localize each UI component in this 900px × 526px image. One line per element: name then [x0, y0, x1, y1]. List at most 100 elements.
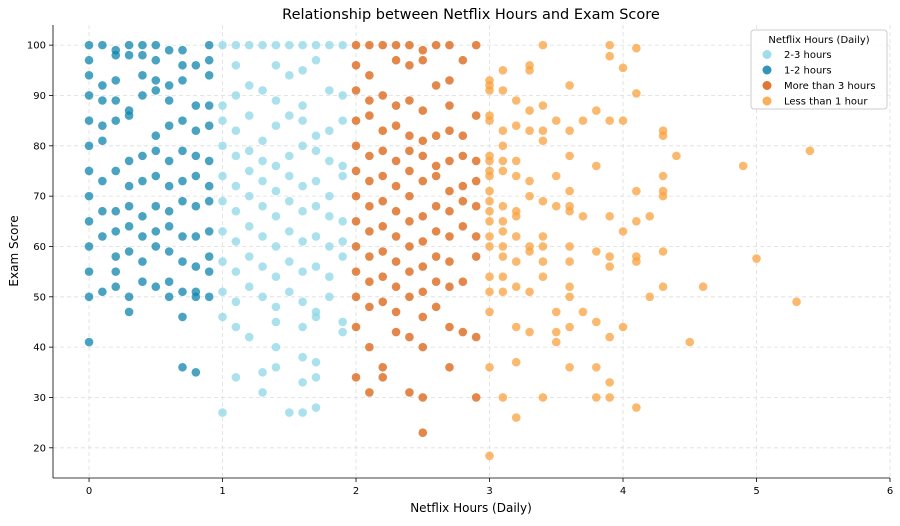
- data-point: [311, 403, 321, 412]
- data-point: [605, 252, 614, 261]
- legend-label: 2-3 hours: [784, 50, 832, 61]
- data-point: [525, 66, 534, 75]
- data-point: [244, 191, 254, 201]
- data-point: [218, 287, 227, 297]
- data-point: [164, 292, 174, 302]
- data-point: [284, 40, 294, 50]
- data-point: [485, 242, 494, 251]
- data-point: [84, 141, 94, 151]
- data-point: [405, 40, 414, 50]
- data-point: [738, 161, 748, 171]
- data-point: [485, 217, 494, 226]
- data-point: [538, 393, 548, 402]
- data-point: [458, 222, 468, 231]
- data-point: [365, 388, 374, 397]
- data-point: [298, 297, 307, 307]
- data-point: [151, 171, 161, 181]
- data-point: [98, 121, 107, 130]
- data-point: [405, 267, 414, 276]
- data-point: [151, 242, 161, 251]
- data-point: [204, 292, 214, 302]
- x-axis-label: Netflix Hours (Daily): [410, 501, 532, 515]
- data-point: [258, 232, 267, 241]
- data-point: [191, 292, 201, 302]
- data-point: [445, 186, 454, 196]
- data-point: [365, 201, 374, 211]
- data-point: [418, 55, 428, 65]
- data-point: [84, 292, 94, 302]
- data-point: [378, 91, 388, 100]
- legend-box: [750, 29, 888, 110]
- data-point: [244, 40, 254, 50]
- data-point: [391, 55, 401, 65]
- data-point: [338, 171, 347, 181]
- data-point: [284, 171, 294, 181]
- data-point: [178, 76, 187, 85]
- data-point: [124, 222, 134, 231]
- data-point: [658, 186, 668, 196]
- data-point: [511, 322, 521, 332]
- data-point: [618, 116, 628, 125]
- data-point: [218, 40, 227, 50]
- y-tick-label: 70: [33, 192, 46, 203]
- data-point: [511, 232, 521, 241]
- data-point: [471, 252, 481, 261]
- y-tick-label: 50: [33, 292, 46, 303]
- data-point: [378, 247, 388, 256]
- data-point: [658, 171, 668, 181]
- data-point: [391, 232, 401, 241]
- data-point: [538, 242, 548, 251]
- data-point: [325, 40, 334, 50]
- data-point: [698, 282, 708, 292]
- data-point: [632, 217, 641, 226]
- data-point: [792, 297, 801, 307]
- data-point: [271, 342, 281, 352]
- data-point: [284, 71, 294, 80]
- data-point: [311, 312, 321, 322]
- data-point: [231, 297, 241, 307]
- data-point: [271, 121, 281, 130]
- data-point: [685, 337, 695, 347]
- data-point: [204, 121, 214, 130]
- data-point: [178, 232, 187, 241]
- data-point: [351, 86, 361, 95]
- data-point: [138, 71, 147, 80]
- data-point: [485, 307, 494, 317]
- data-point: [458, 55, 468, 65]
- data-point: [431, 131, 441, 141]
- data-point: [605, 51, 614, 61]
- legend[interactable]: Netflix Hours (Daily) 2-3 hours 1-2 hours…: [750, 29, 888, 110]
- data-point: [191, 101, 201, 110]
- data-point: [271, 362, 281, 372]
- data-point: [338, 317, 347, 327]
- data-point: [431, 277, 441, 287]
- data-point: [672, 151, 681, 161]
- data-point: [391, 206, 401, 216]
- data-point: [578, 211, 588, 221]
- data-point: [511, 206, 521, 216]
- data-point: [84, 191, 94, 201]
- data-point: [471, 111, 481, 120]
- x-tick-label: 4: [620, 486, 626, 497]
- data-point: [658, 282, 668, 292]
- data-point: [431, 81, 441, 90]
- data-point: [124, 307, 134, 317]
- data-point: [258, 40, 267, 50]
- data-point: [204, 196, 214, 206]
- data-point: [365, 40, 374, 50]
- data-point: [351, 242, 361, 251]
- data-point: [204, 55, 214, 65]
- data-point: [538, 272, 548, 281]
- data-point: [551, 201, 561, 211]
- data-point: [298, 267, 307, 276]
- data-point: [405, 166, 414, 176]
- data-point: [418, 237, 428, 246]
- data-point: [84, 217, 94, 226]
- data-point: [351, 60, 361, 70]
- data-point: [298, 101, 307, 110]
- data-point: [565, 81, 574, 90]
- data-point: [485, 232, 494, 241]
- series-2-3-hours: [218, 40, 347, 417]
- data-point: [485, 272, 494, 281]
